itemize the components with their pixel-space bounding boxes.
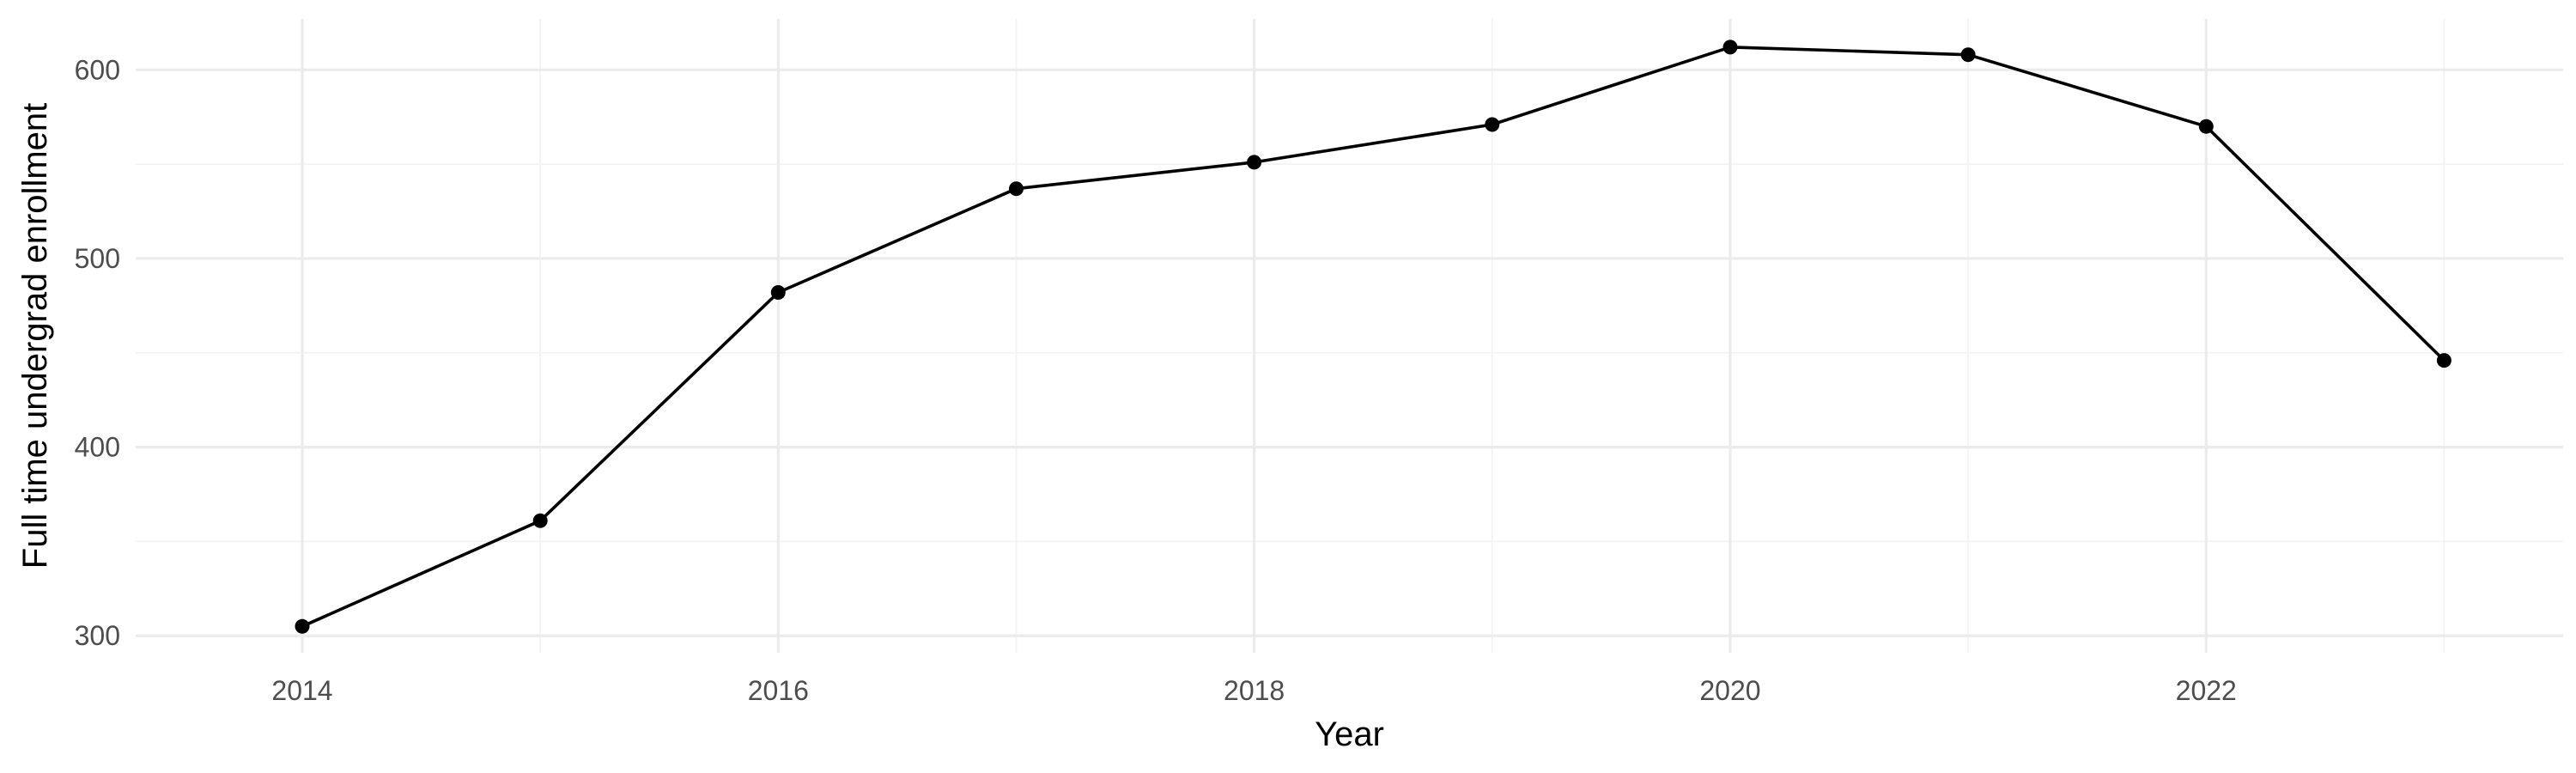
y-axis-tick-labels: 300 400 500 600 (75, 54, 120, 651)
minor-gridlines (136, 19, 2563, 653)
data-point (2198, 119, 2214, 134)
y-tick-label: 600 (75, 54, 120, 85)
series-line (301, 46, 2446, 629)
x-axis-title: Year (1315, 715, 1384, 753)
y-tick-label: 400 (75, 432, 120, 463)
data-point (770, 285, 786, 300)
data-point (1722, 40, 1738, 55)
y-tick-label: 500 (75, 243, 120, 274)
x-tick-label: 2018 (1224, 675, 1285, 706)
data-point (1247, 155, 1262, 170)
data-point (2436, 353, 2451, 368)
data-point (1485, 117, 1500, 132)
x-tick-label: 2014 (271, 675, 332, 706)
data-point (1009, 181, 1024, 197)
x-axis-tick-labels: 2014 2016 2018 2020 2022 (271, 675, 2236, 706)
data-point (295, 618, 310, 634)
series-lines (301, 46, 2446, 629)
y-tick-label: 300 (75, 620, 120, 651)
series-points (295, 40, 2451, 634)
data-point (532, 513, 548, 528)
y-axis-title: Full time undergrad enrollment (16, 103, 54, 569)
x-tick-label: 2022 (2176, 675, 2237, 706)
x-tick-label: 2016 (748, 675, 809, 706)
data-point (1960, 47, 1976, 63)
major-gridlines (136, 19, 2563, 653)
x-tick-label: 2020 (1699, 675, 1760, 706)
